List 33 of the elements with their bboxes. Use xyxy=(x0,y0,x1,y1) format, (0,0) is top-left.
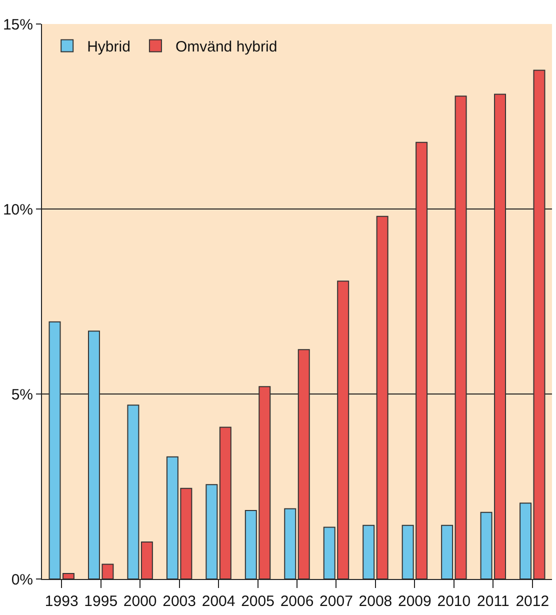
bar xyxy=(219,426,232,579)
y-tick-label: 10% xyxy=(2,201,33,218)
y-tick-label: 5% xyxy=(11,386,33,404)
bar xyxy=(441,524,454,579)
x-tick-label: 2006 xyxy=(280,593,314,610)
y-tick-label: 0% xyxy=(11,571,33,588)
bar xyxy=(140,542,153,579)
bar xyxy=(298,349,310,579)
bar xyxy=(454,96,467,579)
x-tick-label: 2007 xyxy=(320,593,353,610)
bar xyxy=(520,502,532,579)
x-tick-label: 1993 xyxy=(44,593,78,610)
x-tick-label: 1995 xyxy=(84,593,118,610)
bar xyxy=(206,484,218,579)
x-tick-label: 2010 xyxy=(437,593,471,610)
legend-label: Hybrid xyxy=(87,38,130,56)
x-tick-label: 2000 xyxy=(123,593,157,610)
x-tick-label: 2012 xyxy=(516,593,550,610)
bar xyxy=(48,321,61,579)
y-tick-label: 15% xyxy=(2,16,33,34)
bar xyxy=(376,216,388,579)
legend-label: Omvänd hybrid xyxy=(175,38,278,56)
bar xyxy=(127,404,140,579)
x-tick-label: 2008 xyxy=(358,593,392,610)
x-tick-label: 2005 xyxy=(241,593,274,610)
bar xyxy=(362,524,375,579)
x-tick-label: 2003 xyxy=(162,593,196,610)
bar xyxy=(62,572,74,579)
x-tick-label: 2004 xyxy=(202,593,236,610)
bar xyxy=(284,508,296,579)
bar xyxy=(533,70,546,579)
x-tick-label: 2011 xyxy=(477,593,510,610)
x-tick-label: 2009 xyxy=(398,593,432,610)
